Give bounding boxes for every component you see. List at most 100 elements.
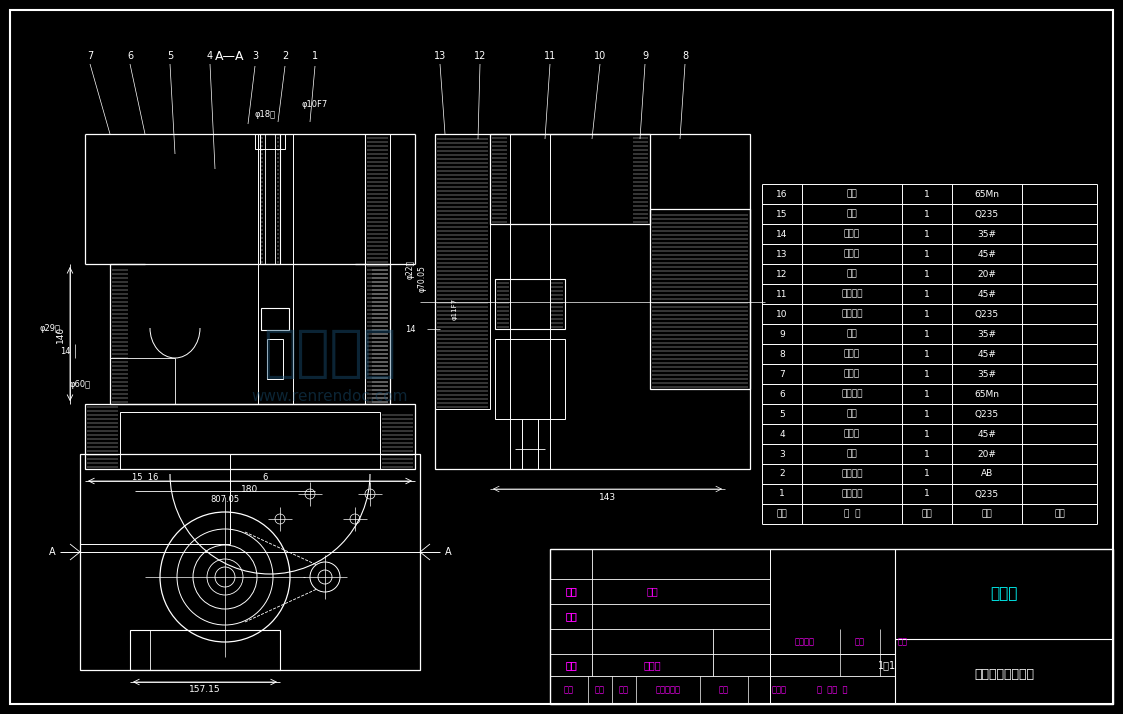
Text: 1: 1 <box>924 309 930 318</box>
Text: A: A <box>48 547 55 557</box>
Text: 9: 9 <box>779 329 785 338</box>
Text: 20#: 20# <box>977 269 996 278</box>
Text: 1: 1 <box>924 269 930 278</box>
Bar <box>110 264 390 404</box>
Text: 45#: 45# <box>977 349 996 358</box>
Text: 快换垫圈: 快换垫圈 <box>841 390 862 398</box>
Text: 4: 4 <box>207 51 213 61</box>
Text: 阶段标记: 阶段标记 <box>795 638 815 646</box>
Bar <box>650 209 750 389</box>
Text: 圆锥销: 圆锥销 <box>844 229 860 238</box>
Text: 157.15: 157.15 <box>189 685 221 695</box>
Text: 3: 3 <box>779 450 785 458</box>
Text: www.renrendoc.com: www.renrendoc.com <box>252 388 409 403</box>
Text: φ11F7: φ11F7 <box>451 298 458 320</box>
Text: 工艺: 工艺 <box>565 586 577 596</box>
Text: 14: 14 <box>404 324 416 333</box>
Text: 1: 1 <box>312 51 318 61</box>
Text: 35#: 35# <box>977 329 996 338</box>
Bar <box>261 134 280 264</box>
Text: 11: 11 <box>544 51 556 61</box>
Text: 共  张第  张: 共 张第 张 <box>818 685 848 695</box>
Text: 2: 2 <box>779 470 785 478</box>
Text: 1: 1 <box>924 349 930 358</box>
Text: 11: 11 <box>776 289 787 298</box>
Text: 14: 14 <box>60 346 71 356</box>
Text: 工艺: 工艺 <box>565 586 577 596</box>
Bar <box>255 134 285 149</box>
Text: φ60基: φ60基 <box>70 380 91 388</box>
Text: 1: 1 <box>924 450 930 458</box>
Text: Q235: Q235 <box>975 490 999 498</box>
Text: Q235: Q235 <box>975 410 999 418</box>
Text: 10: 10 <box>776 309 787 318</box>
Text: 1: 1 <box>924 390 930 398</box>
Bar <box>495 279 565 329</box>
Text: AB: AB <box>980 470 993 478</box>
Text: 设计: 设计 <box>565 660 577 670</box>
Text: 锁紧螺母: 锁紧螺母 <box>841 309 862 318</box>
Bar <box>80 454 420 670</box>
Text: 143: 143 <box>599 493 617 501</box>
Text: 标记: 标记 <box>564 685 574 695</box>
Text: 35#: 35# <box>977 229 996 238</box>
Text: 140: 140 <box>55 326 64 343</box>
Text: 7: 7 <box>86 51 93 61</box>
Text: A—A: A—A <box>216 49 245 63</box>
Text: 螺母: 螺母 <box>847 209 857 218</box>
Text: 1: 1 <box>924 470 930 478</box>
Text: 垫圈: 垫圈 <box>847 189 857 198</box>
Bar <box>85 404 416 469</box>
Text: 辅助支承: 辅助支承 <box>841 470 862 478</box>
Text: 1: 1 <box>924 289 930 298</box>
Text: 1: 1 <box>779 490 785 498</box>
Text: 1: 1 <box>924 430 930 438</box>
Text: 3: 3 <box>252 51 258 61</box>
Text: 45#: 45# <box>977 430 996 438</box>
Text: 可调支承: 可调支承 <box>841 289 862 298</box>
Text: 1: 1 <box>924 249 930 258</box>
Text: φ22基: φ22基 <box>405 259 414 278</box>
Text: 7: 7 <box>779 370 785 378</box>
Text: 6: 6 <box>127 51 133 61</box>
Bar <box>490 134 650 224</box>
Text: 14: 14 <box>776 229 787 238</box>
Text: 1: 1 <box>924 329 930 338</box>
Text: 5: 5 <box>167 51 173 61</box>
Text: 处数: 处数 <box>595 685 605 695</box>
Text: 6: 6 <box>263 473 267 481</box>
Text: 65Mn: 65Mn <box>975 390 999 398</box>
Bar <box>435 134 750 469</box>
Text: 15  16: 15 16 <box>131 473 158 481</box>
Text: φ18基: φ18基 <box>255 109 275 119</box>
Bar <box>267 339 283 379</box>
Text: 名  称: 名 称 <box>843 510 860 518</box>
Text: 1: 1 <box>924 410 930 418</box>
Text: 65Mn: 65Mn <box>975 189 999 198</box>
Text: 装配图: 装配图 <box>990 586 1017 601</box>
Text: 件数: 件数 <box>922 510 932 518</box>
Text: 8: 8 <box>779 349 785 358</box>
Text: 设计: 设计 <box>565 660 577 670</box>
Text: 螺母: 螺母 <box>847 410 857 418</box>
Text: 9: 9 <box>642 51 648 61</box>
Text: 16: 16 <box>776 189 787 198</box>
Text: 钻模板: 钻模板 <box>844 249 860 258</box>
Text: φ10F7: φ10F7 <box>302 99 328 109</box>
Text: 20#: 20# <box>977 450 996 458</box>
Text: 更改文件号: 更改文件号 <box>656 685 681 695</box>
Text: 15: 15 <box>776 209 787 218</box>
Text: φ70.05: φ70.05 <box>418 266 427 293</box>
Text: φ29基: φ29基 <box>39 323 61 333</box>
Text: 8: 8 <box>682 51 688 61</box>
Text: 年月日: 年月日 <box>772 685 786 695</box>
Text: 13: 13 <box>433 51 446 61</box>
Bar <box>261 308 289 330</box>
Text: 螺钉: 螺钉 <box>847 329 857 338</box>
Text: 180: 180 <box>241 485 258 493</box>
Text: 钻套: 钻套 <box>847 450 857 458</box>
Text: 35#: 35# <box>977 370 996 378</box>
Text: 1: 1 <box>924 490 930 498</box>
Text: 分区: 分区 <box>619 685 629 695</box>
Text: Q235: Q235 <box>975 209 999 218</box>
